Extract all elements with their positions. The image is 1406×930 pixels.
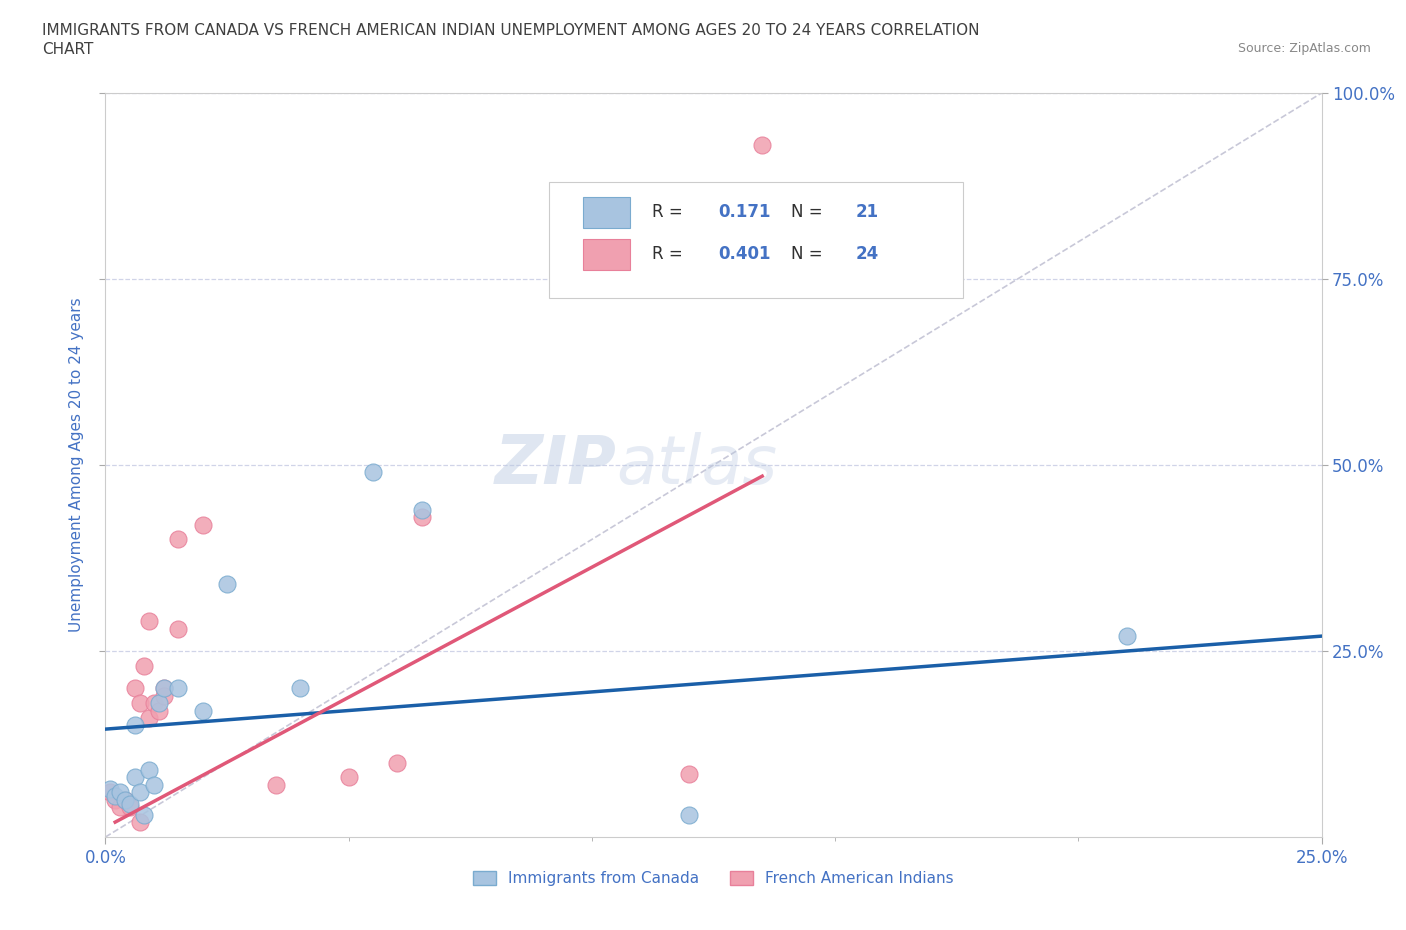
Point: [288, 681, 311, 696]
Text: 0.171: 0.171: [718, 204, 770, 221]
Point: [1116, 629, 1139, 644]
Point: [678, 766, 700, 781]
Y-axis label: Unemployment Among Ages 20 to 24 years: Unemployment Among Ages 20 to 24 years: [69, 298, 84, 632]
Point: [138, 614, 160, 629]
Point: [104, 789, 127, 804]
Point: [138, 711, 160, 725]
Text: 21: 21: [856, 204, 879, 221]
Point: [138, 763, 160, 777]
Point: [143, 777, 166, 792]
Point: [124, 718, 146, 733]
Point: [153, 681, 176, 696]
Point: [114, 792, 136, 807]
Text: Source: ZipAtlas.com: Source: ZipAtlas.com: [1237, 42, 1371, 55]
Point: [217, 577, 239, 591]
Point: [118, 796, 141, 811]
Point: [191, 703, 214, 718]
Point: [104, 792, 127, 807]
FancyBboxPatch shape: [550, 182, 963, 298]
Point: [387, 755, 409, 770]
Point: [118, 800, 141, 815]
Point: [167, 681, 190, 696]
Point: [361, 465, 384, 480]
Text: N =: N =: [792, 246, 828, 263]
Point: [167, 621, 190, 636]
Point: [337, 770, 360, 785]
Point: [143, 696, 166, 711]
Point: [148, 696, 170, 711]
Text: R =: R =: [651, 204, 688, 221]
Point: [134, 807, 156, 822]
Point: [128, 785, 150, 800]
Point: [128, 696, 150, 711]
Text: 24: 24: [856, 246, 879, 263]
Bar: [583, 239, 630, 270]
Text: IMMIGRANTS FROM CANADA VS FRENCH AMERICAN INDIAN UNEMPLOYMENT AMONG AGES 20 TO 2: IMMIGRANTS FROM CANADA VS FRENCH AMERICA…: [42, 23, 980, 38]
Point: [124, 681, 146, 696]
Text: R =: R =: [651, 246, 688, 263]
Point: [411, 502, 433, 517]
Point: [108, 785, 131, 800]
Point: [148, 703, 170, 718]
Point: [264, 777, 287, 792]
Point: [134, 658, 156, 673]
Point: [98, 781, 121, 796]
Text: ZIP: ZIP: [495, 432, 616, 498]
Point: [678, 807, 700, 822]
Point: [167, 532, 190, 547]
Legend: Immigrants from Canada, French American Indians: Immigrants from Canada, French American …: [467, 865, 960, 893]
Bar: [583, 196, 630, 228]
Point: [124, 770, 146, 785]
Point: [114, 792, 136, 807]
Point: [108, 800, 131, 815]
Point: [98, 785, 121, 800]
Text: N =: N =: [792, 204, 828, 221]
Point: [191, 517, 214, 532]
Point: [153, 688, 176, 703]
Point: [128, 815, 150, 830]
Point: [153, 681, 176, 696]
Text: CHART: CHART: [42, 42, 94, 57]
Text: atlas: atlas: [616, 432, 778, 498]
Point: [411, 510, 433, 525]
Text: 0.401: 0.401: [718, 246, 770, 263]
Point: [751, 138, 773, 153]
